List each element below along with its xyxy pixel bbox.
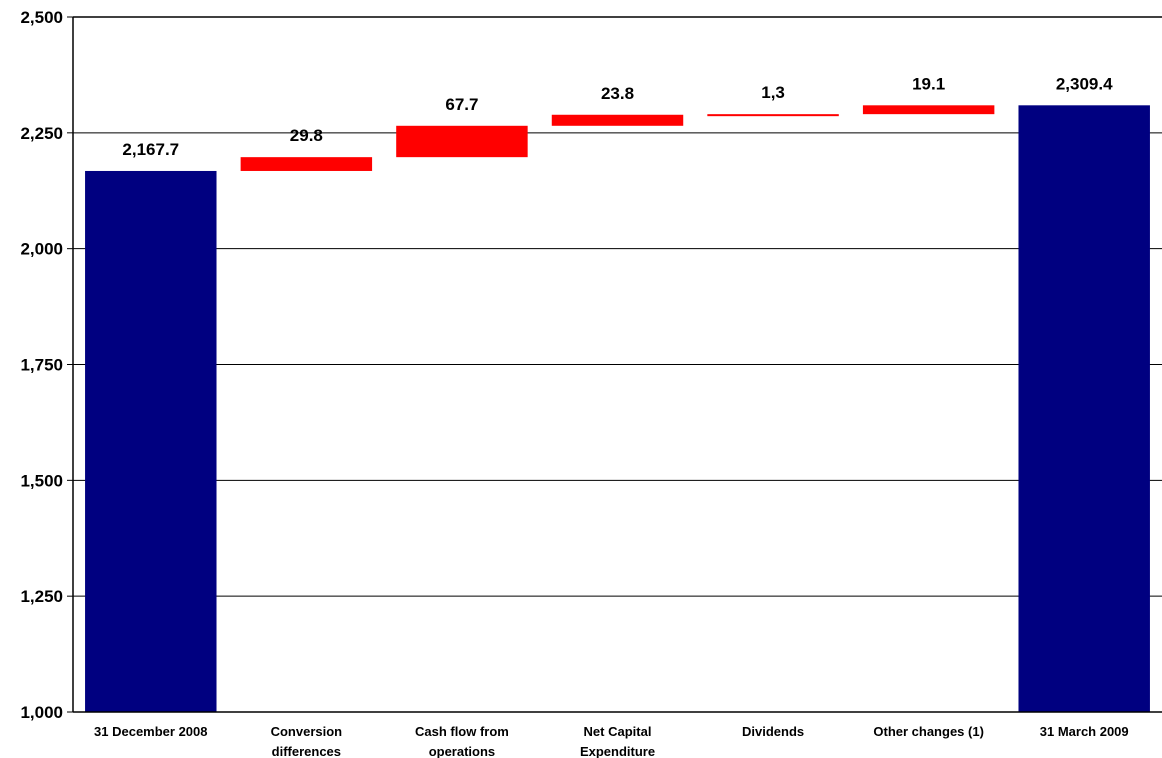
y-tick-label: 2,000 — [20, 240, 63, 259]
bar-layer — [85, 105, 1150, 712]
y-tick-label: 1,000 — [20, 703, 63, 722]
data-label: 19.1 — [912, 74, 945, 93]
data-label: 2,167.7 — [122, 140, 179, 159]
data-label: 29.8 — [290, 126, 323, 145]
x-category-label: 31 December 2008 — [94, 724, 207, 739]
x-category-label: Expenditure — [580, 744, 655, 758]
x-category-label: Conversion — [271, 724, 343, 739]
change-bar — [396, 125, 528, 158]
data-label: 23.8 — [601, 84, 634, 103]
change-bar — [862, 105, 995, 115]
y-tick-label: 1,250 — [20, 587, 63, 606]
x-category-label: 31 March 2009 — [1040, 724, 1129, 739]
label-layer: 1,000 1,250 1,500 1,750 2,000 2,250 2,500 2,167… — [20, 8, 1128, 758]
total-bar — [1018, 105, 1150, 712]
total-bar — [85, 170, 217, 712]
change-bar — [551, 114, 684, 126]
change-bar — [240, 157, 373, 171]
x-category-label: Other changes (1) — [873, 724, 984, 739]
x-category-label: differences — [272, 744, 341, 758]
x-category-label: operations — [429, 744, 495, 758]
x-category-label: Dividends — [742, 724, 804, 739]
y-tick-label: 2,500 — [20, 8, 63, 27]
y-tick-label: 1,750 — [20, 356, 63, 375]
x-category-label: Net Capital — [584, 724, 652, 739]
y-tick-label: 1,500 — [20, 471, 63, 490]
data-label: 1,3 — [761, 83, 785, 102]
axis-layer — [67, 16, 1162, 713]
grid-layer — [73, 132, 1162, 597]
data-label: 67.7 — [445, 95, 478, 114]
x-category-label: Cash flow from — [415, 724, 509, 739]
y-tick-label: 2,250 — [20, 124, 63, 143]
change-bar — [707, 114, 839, 117]
data-label: 2,309.4 — [1056, 74, 1113, 93]
